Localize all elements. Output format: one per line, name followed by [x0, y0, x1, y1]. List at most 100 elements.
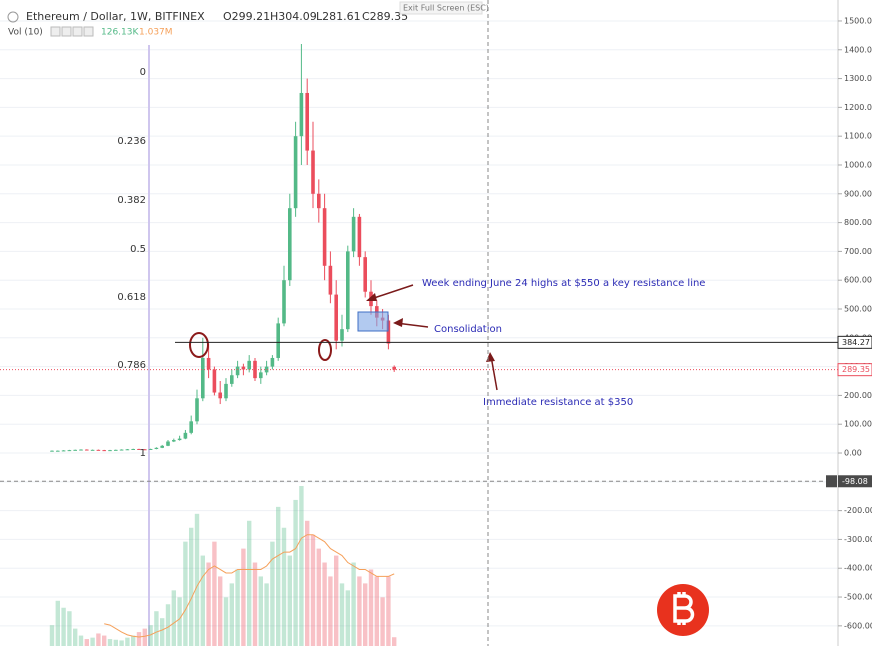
bitcoin-logo	[657, 584, 709, 636]
candle-body	[282, 280, 286, 324]
y-tick-label: -500.00	[844, 593, 872, 602]
volume-bar	[171, 590, 176, 646]
support-tag	[837, 335, 872, 349]
volume-bar	[293, 499, 298, 646]
y-tick-label: 1400.00	[844, 45, 872, 54]
volume-bar	[49, 625, 55, 646]
candle-body	[125, 449, 130, 451]
volume-bar	[241, 548, 246, 646]
volume-bar	[90, 637, 95, 646]
volume-ma-line	[104, 534, 395, 638]
annotation: Immediate resistance at $350	[483, 397, 633, 408]
volume-bar	[223, 597, 229, 646]
fib-labels: 0 0.236 0.382 0.5 0.618 0.786 1	[117, 67, 146, 459]
candle-body	[224, 383, 228, 399]
control-button[interactable]	[50, 26, 61, 37]
candle-body	[363, 257, 367, 292]
volume-bar	[276, 506, 281, 646]
candle-body	[137, 448, 141, 450]
candle-body	[288, 208, 292, 281]
volume-bar	[334, 555, 339, 646]
exit-fullscreen-label[interactable]: Exit Full Screen (ESC)	[403, 4, 489, 13]
volume-bar	[189, 527, 194, 646]
candle-body	[351, 216, 356, 252]
volume-bar	[96, 633, 101, 646]
candle-body	[154, 447, 159, 449]
bitcoin-symbol	[673, 592, 695, 625]
y-tick-label: -600.00	[844, 621, 872, 630]
candle-body	[328, 265, 333, 295]
y-tick-label: 1200.00	[844, 103, 872, 112]
control-button[interactable]	[61, 26, 72, 37]
symbol-icon	[7, 11, 19, 23]
exit-fullscreen-button[interactable]	[399, 1, 483, 15]
annotation: Consolidation	[434, 324, 502, 335]
volume-ma-value: 1.037M	[139, 28, 173, 38]
volume-bar	[258, 576, 263, 646]
volume-bar	[368, 569, 374, 646]
crosshair-tag	[838, 475, 872, 488]
candle-body	[172, 440, 176, 442]
y-tick-label: 700.00	[844, 247, 872, 256]
y-tick-label: -400.00	[844, 564, 872, 573]
candle-body	[160, 445, 164, 448]
fib-label: 0	[140, 67, 146, 78]
fib-label: 0.236	[117, 136, 146, 147]
volume-bar	[148, 625, 153, 646]
volume-bar	[247, 520, 252, 646]
volume-bar	[392, 637, 397, 646]
candle-body	[241, 366, 246, 370]
volume-bar	[235, 569, 240, 646]
candle-body	[102, 450, 106, 452]
candle-body	[85, 449, 89, 451]
candle-body	[293, 136, 298, 209]
highlight-circle	[189, 332, 209, 358]
volume-bar	[131, 635, 136, 646]
y-tick-label: -300.00	[844, 535, 872, 544]
candle-body	[305, 92, 309, 151]
arrow	[490, 355, 498, 391]
highlight-circle	[318, 339, 332, 361]
fib-label: 0.786	[117, 360, 146, 371]
control-button[interactable]	[83, 26, 94, 37]
volume-bar	[357, 576, 362, 646]
volume-value: 126.13K	[101, 28, 139, 38]
arrow-head	[366, 293, 377, 301]
volume-bar	[305, 520, 310, 646]
candle-body	[201, 357, 205, 399]
volume-bar	[55, 600, 60, 646]
candle-body	[61, 450, 66, 452]
candle-body	[230, 375, 234, 384]
volume-bar	[363, 583, 368, 646]
volume-bar	[102, 635, 107, 646]
y-tick-label: 1300.00	[844, 74, 872, 83]
candle-body	[50, 450, 54, 452]
volume-bar	[78, 635, 84, 646]
y-tick-label: 100.00	[844, 420, 872, 429]
candle-body	[235, 366, 240, 376]
volume-bar	[351, 562, 356, 646]
candle-body	[311, 150, 315, 194]
candle-body	[218, 392, 222, 399]
y-tick-label: 0.00	[844, 449, 862, 458]
candle-body	[392, 366, 396, 370]
y-tick-label: 600.00	[844, 276, 872, 285]
volume-bar	[212, 541, 217, 646]
candle-body	[317, 193, 321, 209]
control-button[interactable]	[72, 26, 83, 37]
consolidation-box	[357, 311, 389, 332]
candle-body	[73, 449, 77, 451]
volume-label: Vol (10)	[8, 28, 43, 38]
crosshair-button	[826, 475, 837, 488]
ohlc-label: C289.35	[362, 10, 408, 23]
candle-body	[206, 357, 211, 370]
candle-body	[56, 450, 60, 452]
volume-bar	[386, 576, 391, 646]
candle-body	[67, 450, 72, 452]
candle-body	[340, 329, 344, 341]
candle-body	[148, 448, 153, 450]
price-axis	[838, 0, 872, 646]
